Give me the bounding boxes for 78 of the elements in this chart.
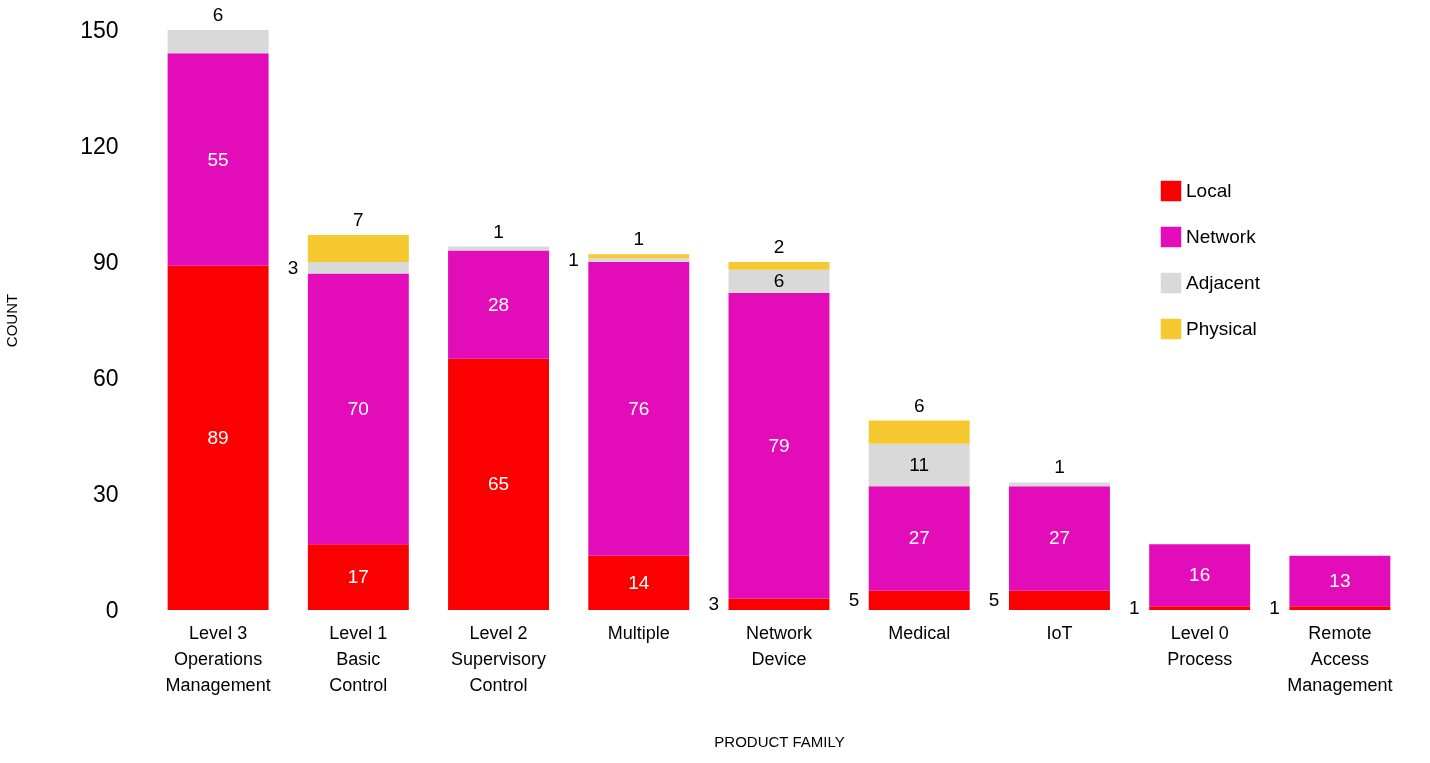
data-label: 6 <box>913 394 925 416</box>
bar <box>307 273 409 545</box>
y-tick-label: 0 <box>105 596 119 623</box>
bar <box>728 262 830 270</box>
data-label: 6 <box>212 4 224 25</box>
data-label: 3 <box>708 593 719 615</box>
y-tick-label: 30 <box>92 480 119 507</box>
bar <box>1149 544 1251 607</box>
data-label: 13 <box>1329 570 1351 591</box>
data-label: 65 <box>487 473 510 495</box>
x-axis-title: PRODUCT FAMILY <box>714 732 845 750</box>
bar <box>588 254 690 259</box>
data-label: 5 <box>988 589 1000 611</box>
data-label: 14 <box>628 571 650 593</box>
data-label: 16 <box>1189 564 1211 586</box>
data-label: 28 <box>487 293 510 315</box>
bar <box>728 292 830 599</box>
y-tick-label: 120 <box>80 132 119 159</box>
bar <box>167 53 269 266</box>
x-tick-label: Level 2 Supervisory Control <box>451 622 547 695</box>
y-tick-label: 60 <box>92 364 119 391</box>
bar <box>307 234 409 262</box>
bar <box>448 250 550 359</box>
y-tick-label: 90 <box>92 248 119 275</box>
data-label: 55 <box>207 148 229 170</box>
data-label: 6 <box>773 270 785 292</box>
bar <box>448 358 550 610</box>
bar <box>307 544 409 610</box>
data-label: 1 <box>1129 597 1140 619</box>
legend-label: Adjacent <box>1186 272 1261 293</box>
x-tick-label: IoT <box>1046 622 1073 643</box>
bar <box>868 590 970 610</box>
bar <box>588 262 690 556</box>
x-tick-label: Network Device <box>745 622 814 669</box>
data-label: 27 <box>908 527 930 549</box>
data-label: 89 <box>207 426 229 448</box>
data-label: 11 <box>909 454 930 475</box>
data-label: 1 <box>493 220 504 242</box>
data-label: 1 <box>1054 456 1065 478</box>
bar <box>868 486 970 591</box>
bar <box>1289 555 1391 607</box>
bar <box>167 30 269 54</box>
bar <box>1149 606 1251 610</box>
bar <box>728 598 830 610</box>
data-label: 7 <box>353 208 364 230</box>
legend-label: Network <box>1186 226 1257 247</box>
data-label: 3 <box>287 256 299 278</box>
data-label: 17 <box>347 566 369 588</box>
y-axis-title: COUNT <box>3 293 21 348</box>
data-label: 79 <box>768 434 790 456</box>
x-tick-label: Remote Access Management <box>1287 622 1393 695</box>
bar <box>728 269 830 293</box>
bar <box>1008 482 1110 487</box>
bar <box>588 258 690 262</box>
bar <box>1008 486 1110 591</box>
bar <box>1008 590 1110 610</box>
bar <box>588 555 690 610</box>
x-tick-label: Level 1 Basic Control <box>329 622 388 695</box>
data-label: 1 <box>568 249 579 271</box>
data-label: 1 <box>1269 597 1280 619</box>
bar <box>868 443 970 487</box>
y-tick-label: 150 <box>80 16 119 43</box>
data-label: 76 <box>628 397 650 419</box>
bar <box>307 262 409 274</box>
legend-label: Local <box>1186 180 1232 201</box>
x-tick-label: Level 3 Operations Management <box>165 622 271 695</box>
data-label: 2 <box>773 236 785 257</box>
data-label: 27 <box>1048 527 1071 549</box>
x-tick-label: Level 0 Process <box>1167 622 1233 669</box>
data-label: 70 <box>347 397 369 419</box>
x-tick-label: Multiple <box>607 622 670 643</box>
data-label: 5 <box>848 589 860 611</box>
bar <box>868 420 970 444</box>
legend-label: Physical <box>1186 318 1257 339</box>
bar <box>167 265 269 610</box>
data-label: 1 <box>633 228 645 250</box>
bar <box>1289 606 1391 610</box>
x-tick-label: Medical <box>888 622 951 643</box>
